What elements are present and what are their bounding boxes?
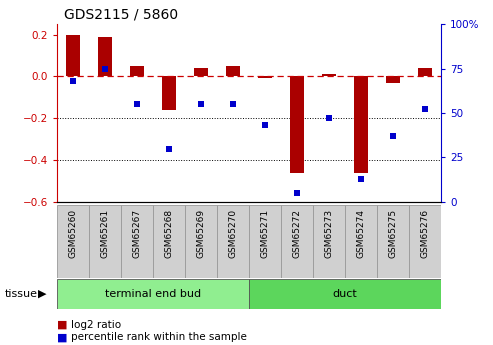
Bar — [249, 205, 281, 278]
Text: duct: duct — [333, 289, 357, 299]
Text: ▶: ▶ — [37, 289, 46, 299]
Bar — [98, 37, 112, 76]
Bar — [217, 205, 249, 278]
Bar — [226, 66, 240, 76]
Text: tissue: tissue — [5, 289, 38, 299]
Text: GSM65268: GSM65268 — [164, 209, 174, 258]
Text: GSM65276: GSM65276 — [421, 209, 430, 258]
Bar — [290, 76, 304, 172]
Bar — [130, 66, 144, 76]
Text: GSM65272: GSM65272 — [292, 209, 302, 258]
Bar — [345, 205, 377, 278]
Bar — [249, 279, 441, 309]
Bar — [313, 205, 345, 278]
Text: GSM65261: GSM65261 — [100, 209, 109, 258]
Bar — [377, 205, 409, 278]
Text: ■: ■ — [57, 333, 67, 342]
Text: GSM65273: GSM65273 — [324, 209, 334, 258]
Text: GSM65270: GSM65270 — [228, 209, 238, 258]
Text: log2 ratio: log2 ratio — [71, 320, 122, 330]
Bar — [354, 76, 368, 172]
Text: GSM65267: GSM65267 — [132, 209, 141, 258]
Bar — [121, 205, 153, 278]
Text: GSM65260: GSM65260 — [68, 209, 77, 258]
Bar — [386, 76, 400, 83]
Bar — [57, 205, 89, 278]
Bar — [66, 34, 80, 76]
Bar — [418, 68, 432, 76]
Bar — [409, 205, 441, 278]
Bar — [281, 205, 313, 278]
Bar — [153, 205, 185, 278]
Text: GSM65271: GSM65271 — [260, 209, 270, 258]
Bar — [89, 205, 121, 278]
Bar — [162, 76, 176, 110]
Bar — [57, 279, 249, 309]
Text: GSM65274: GSM65274 — [356, 209, 366, 258]
Text: GSM65269: GSM65269 — [196, 209, 206, 258]
Text: GDS2115 / 5860: GDS2115 / 5860 — [65, 8, 178, 22]
Text: GSM65275: GSM65275 — [388, 209, 398, 258]
Bar — [322, 74, 336, 76]
Text: ■: ■ — [57, 320, 67, 330]
Bar — [194, 68, 208, 76]
Bar — [258, 76, 272, 79]
Text: percentile rank within the sample: percentile rank within the sample — [71, 333, 247, 342]
Text: terminal end bud: terminal end bud — [105, 289, 201, 299]
Bar — [185, 205, 217, 278]
